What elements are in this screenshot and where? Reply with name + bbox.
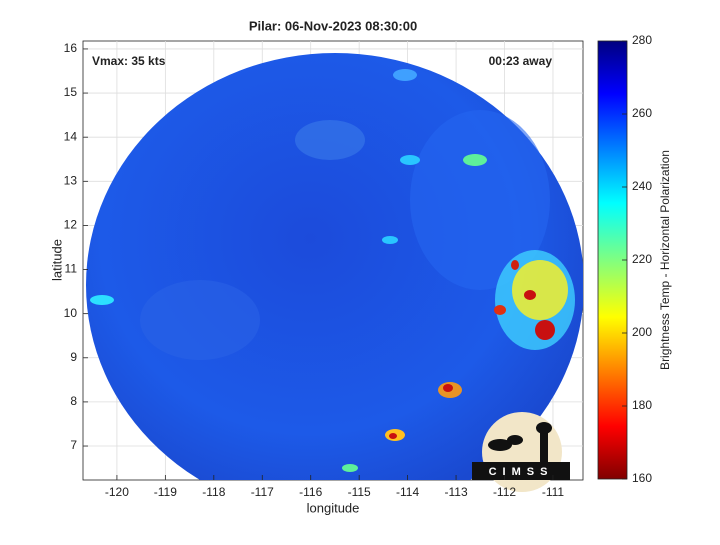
brightness-image	[86, 53, 583, 480]
colorbar-tick-label: 260	[632, 106, 652, 120]
time-annotation: 00:23 away	[489, 54, 553, 68]
colorbar-tick-label: 220	[632, 252, 652, 266]
colorbar-label: Brightness Temp - Horizontal Polarizatio…	[658, 150, 672, 370]
cimss-logo: CIMSS	[472, 412, 570, 492]
logo-text: CIMSS	[489, 466, 554, 478]
y-tick-label: 15	[64, 85, 78, 99]
x-tick-label: -112	[493, 485, 516, 499]
x-tick-label: -111	[542, 485, 565, 499]
x-tick-label: -120	[105, 485, 129, 499]
colorbar-tick-label: 280	[632, 33, 652, 47]
x-axis-label: longitude	[307, 500, 360, 515]
x-tick-label: -115	[348, 485, 371, 499]
x-tick-label: -113	[444, 485, 467, 499]
y-tick-label: 7	[70, 438, 77, 452]
y-tick-label: 13	[64, 173, 78, 187]
chart-title: Pilar: 06-Nov-2023 08:30:00	[249, 18, 417, 33]
y-tick-label: 14	[64, 129, 78, 143]
x-tick-label: -114	[396, 485, 419, 499]
y-axis-label: latitude	[49, 239, 64, 281]
colorbar-tick-label: 240	[632, 179, 652, 193]
colorbar-tick-label: 200	[632, 325, 652, 339]
y-tick-label: 16	[64, 41, 78, 55]
y-tick-label: 10	[64, 306, 78, 320]
y-tick-label: 8	[70, 394, 77, 408]
x-tick-label: -116	[299, 485, 322, 499]
vmax-annotation: Vmax: 35 kts	[92, 54, 166, 68]
y-tick-label: 12	[64, 218, 78, 232]
x-tick-label: -117	[251, 485, 274, 499]
y-tick-label: 11	[65, 262, 78, 276]
colorbar-tick-label: 160	[632, 471, 652, 485]
x-tick-label: -119	[154, 485, 177, 499]
colorbar-tick-label: 180	[632, 398, 652, 412]
x-tick-label: -118	[202, 485, 225, 499]
y-tick-label: 9	[70, 350, 77, 364]
